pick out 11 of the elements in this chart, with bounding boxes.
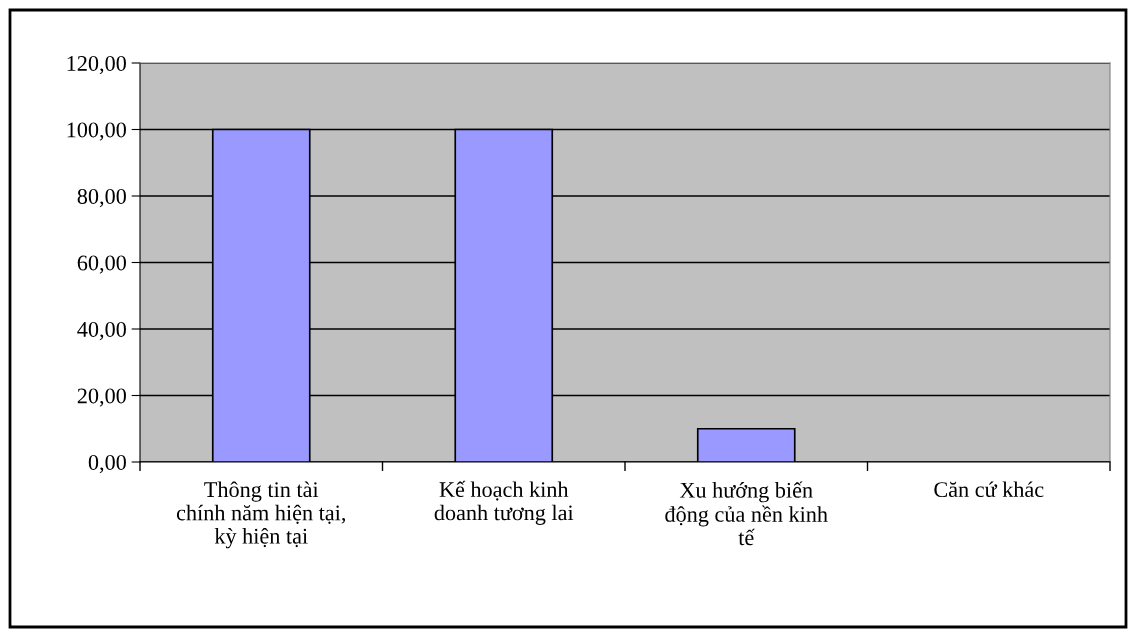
- y-tick-label: 100,00: [67, 122, 126, 141]
- x-tick-label: Kế hoạch kinh doanh tương lai: [434, 480, 574, 525]
- x-tick-label: Xu hướng biến động của nền kinh tế: [665, 481, 828, 546]
- x-tick-label: Thông tin tài chính năm hiện tại, kỳ hiện tại: [176, 481, 346, 549]
- y-tick-label: 20,00: [77, 388, 126, 407]
- y-tick-label: 120,00: [67, 55, 126, 75]
- y-tick-label: 80,00: [77, 188, 126, 208]
- y-tick-label: 40,00: [77, 321, 126, 341]
- x-tick-label: Căn cứ khác: [934, 481, 1044, 498]
- y-tick-label: 60,00: [77, 255, 126, 274]
- y-tick-label: 0,00: [88, 454, 126, 474]
